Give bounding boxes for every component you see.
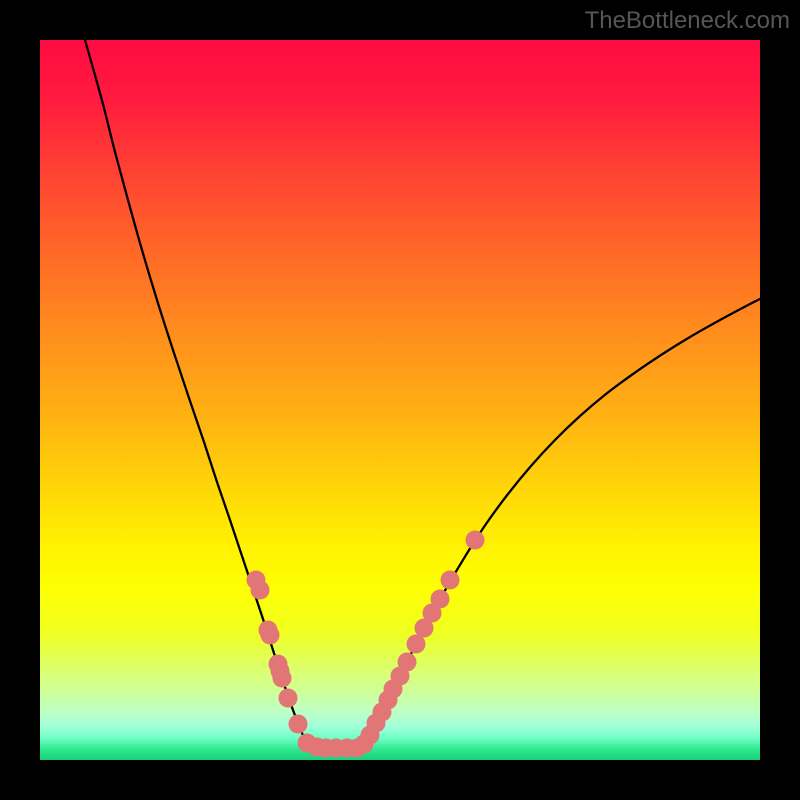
scatter-point bbox=[279, 689, 298, 708]
plot-gradient-background bbox=[40, 40, 760, 760]
chart-container: TheBottleneck.com bbox=[0, 0, 800, 800]
scatter-point bbox=[431, 590, 450, 609]
scatter-point bbox=[261, 626, 280, 645]
scatter-point bbox=[289, 715, 308, 734]
chart-svg bbox=[0, 0, 800, 800]
scatter-point bbox=[441, 571, 460, 590]
scatter-point bbox=[466, 531, 485, 550]
scatter-point bbox=[251, 581, 270, 600]
watermark-text: TheBottleneck.com bbox=[585, 7, 790, 35]
scatter-point bbox=[398, 653, 417, 672]
scatter-point bbox=[273, 669, 292, 688]
